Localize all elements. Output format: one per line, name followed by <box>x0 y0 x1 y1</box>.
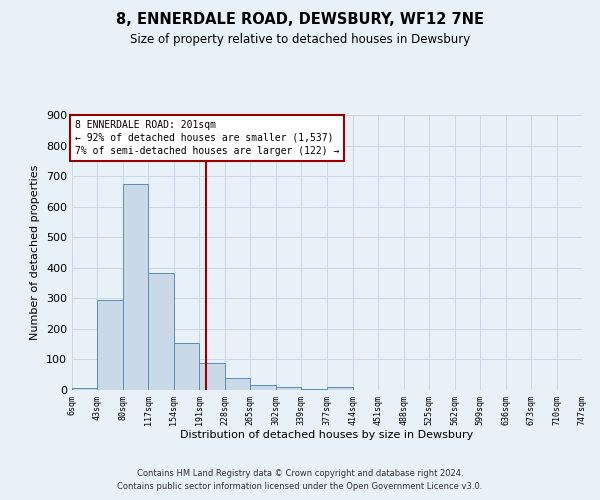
Bar <box>250 386 276 390</box>
Text: 8 ENNERDALE ROAD: 201sqm
← 92% of detached houses are smaller (1,537)
7% of semi: 8 ENNERDALE ROAD: 201sqm ← 92% of detach… <box>75 120 339 156</box>
Bar <box>301 389 326 390</box>
Text: Contains HM Land Registry data © Crown copyright and database right 2024.: Contains HM Land Registry data © Crown c… <box>137 468 463 477</box>
Bar <box>97 300 123 390</box>
Bar <box>276 387 301 390</box>
Bar <box>72 388 97 390</box>
Y-axis label: Number of detached properties: Number of detached properties <box>31 165 40 340</box>
Bar <box>123 184 148 390</box>
Bar <box>328 387 353 390</box>
Bar <box>199 363 225 390</box>
Bar <box>148 273 174 390</box>
Text: 8, ENNERDALE ROAD, DEWSBURY, WF12 7NE: 8, ENNERDALE ROAD, DEWSBURY, WF12 7NE <box>116 12 484 28</box>
Bar <box>174 342 199 390</box>
Text: Size of property relative to detached houses in Dewsbury: Size of property relative to detached ho… <box>130 32 470 46</box>
Text: Contains public sector information licensed under the Open Government Licence v3: Contains public sector information licen… <box>118 482 482 491</box>
X-axis label: Distribution of detached houses by size in Dewsbury: Distribution of detached houses by size … <box>181 430 473 440</box>
Bar <box>225 378 250 390</box>
